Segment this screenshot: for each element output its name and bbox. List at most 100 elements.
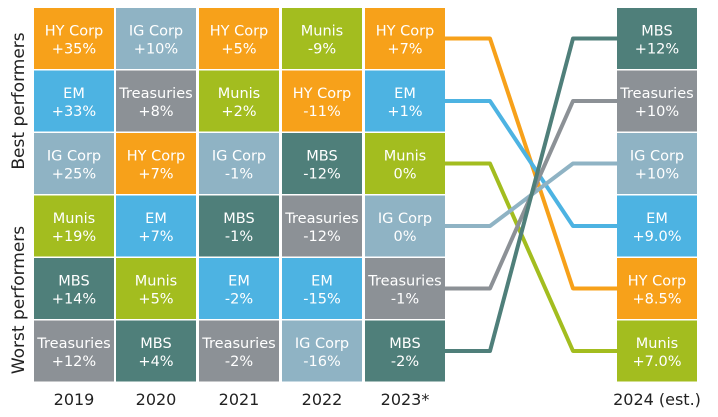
cell-2019-hy-corp-name: HY Corp <box>45 24 104 40</box>
cell-2019-munis-value: +19% <box>52 229 96 245</box>
cell-2023--munis-value: 0% <box>393 167 416 183</box>
cell-2020-em-value: +7% <box>138 229 173 245</box>
year-label-2023-: 2023* <box>381 390 430 409</box>
cell-2024-est--hy-corp-name: HY Corp <box>628 274 687 290</box>
cell-2021-mbs-name: MBS <box>223 211 254 227</box>
cell-2021-em-rect <box>199 258 279 319</box>
cell-2020-hy-corp-rect <box>116 133 196 194</box>
year-axis: 2019 2020 2021 2022 2023* 2024 (est.) <box>54 390 701 409</box>
cell-2020-treasuries-value: +8% <box>138 104 173 120</box>
best-performers-label: Best performers <box>9 32 29 169</box>
cell-2019-hy-corp-value: +35% <box>52 42 96 58</box>
cell-2022-treasuries-name: Treasuries <box>284 211 358 227</box>
cell-2023--hy-corp-rect <box>365 8 445 69</box>
cell-2020-ig-corp-rect <box>116 8 196 69</box>
cell-2019-em-name: EM <box>63 86 85 102</box>
cell-2021-ig-corp-rect <box>199 133 279 194</box>
cell-2019-treasuries-name: Treasuries <box>36 336 110 352</box>
cell-2022-mbs-rect <box>282 133 362 194</box>
cell-2021-munis-name: Munis <box>218 86 260 102</box>
cell-2020-em-name: EM <box>145 211 167 227</box>
cell-2023--hy-corp-value: +7% <box>387 42 422 58</box>
cell-2019-ig-corp-value: +25% <box>52 167 96 183</box>
year-label-2024-est-: 2024 (est.) <box>613 390 701 409</box>
cell-2019-mbs-rect <box>34 258 114 319</box>
cell-2021-em-value: -2% <box>225 292 253 308</box>
cell-2023--ig-corp-value: 0% <box>393 229 416 245</box>
cell-2024-est--mbs-rect <box>617 8 697 69</box>
cell-2021-em-name: EM <box>228 274 250 290</box>
cell-2024-est--hy-corp-rect <box>617 258 697 319</box>
cell-2024-est--mbs-name: MBS <box>641 24 672 40</box>
cell-2024-est--treasuries-value: +10% <box>635 104 679 120</box>
cell-2024-est--ig-corp-name: IG Corp <box>630 149 684 165</box>
cell-2023--ig-corp-rect <box>365 195 445 257</box>
cell-2022-munis-rect <box>282 8 362 69</box>
cell-2021-munis-rect <box>199 70 279 132</box>
cell-2022-em-name: EM <box>311 274 333 290</box>
cell-2024-est--ig-corp-value: +10% <box>635 167 679 183</box>
cell-2022-hy-corp-value: -11% <box>303 104 340 120</box>
cell-2019-hy-corp-rect <box>34 8 114 69</box>
cell-2019-munis-name: Munis <box>53 211 95 227</box>
year-label-2019: 2019 <box>54 390 95 409</box>
cell-2023--munis-rect <box>365 133 445 194</box>
cell-2020-treasuries-name: Treasuries <box>118 86 192 102</box>
cell-2021-hy-corp-value: +5% <box>221 42 256 58</box>
cell-2022-mbs-name: MBS <box>306 149 337 165</box>
cell-2021-treasuries-rect <box>199 320 279 382</box>
ranking-grid: HY Corp +35% EM +33% IG Corp +25% Munis +19% MBS… <box>34 8 697 382</box>
cell-2022-em-value: -15% <box>303 292 340 308</box>
year-label-2022: 2022 <box>302 390 343 409</box>
cell-2019-treasuries-rect <box>34 320 114 382</box>
cell-2024-est--em-rect <box>617 195 697 257</box>
worst-performers-label: Worst performers <box>9 226 29 374</box>
cell-2020-treasuries-rect <box>116 70 196 132</box>
cell-2023--mbs-name: MBS <box>389 336 420 352</box>
cell-2024-est--treasuries-name: Treasuries <box>619 86 693 102</box>
cell-2024-est--mbs-value: +12% <box>635 42 679 58</box>
year-label-2020: 2020 <box>136 390 177 409</box>
cell-2020-ig-corp-name: IG Corp <box>129 24 183 40</box>
cell-2021-ig-corp-name: IG Corp <box>212 149 266 165</box>
cell-2022-treasuries-rect <box>282 195 362 257</box>
cell-2023--em-rect <box>365 70 445 132</box>
cell-2024-est--ig-corp-rect <box>617 133 697 194</box>
cell-2024-est--hy-corp-value: +8.5% <box>633 292 682 308</box>
cell-2019-em-rect <box>34 70 114 132</box>
cell-2022-em-rect <box>282 258 362 319</box>
side-axis: Best performers Worst performers <box>9 32 29 374</box>
cell-2024-est--munis-value: +7.0% <box>633 354 682 370</box>
cell-2020-ig-corp-value: +10% <box>134 42 178 58</box>
cell-2021-mbs-value: -1% <box>225 229 253 245</box>
cell-2019-ig-corp-name: IG Corp <box>47 149 101 165</box>
connector-line-munis <box>445 161 617 353</box>
cell-2021-hy-corp-rect <box>199 8 279 69</box>
cell-2020-mbs-rect <box>116 320 196 382</box>
cell-2023--munis-name: Munis <box>384 149 426 165</box>
cell-2022-munis-value: -9% <box>308 42 336 58</box>
year-label-2021: 2021 <box>219 390 260 409</box>
cell-2021-munis-value: +2% <box>221 104 256 120</box>
connector-line-mbs <box>445 36 617 353</box>
cell-2024-est--munis-rect <box>617 320 697 382</box>
cell-2022-treasuries-value: -12% <box>303 229 340 245</box>
cell-2023--mbs-rect <box>365 320 445 382</box>
cell-2019-ig-corp-rect <box>34 133 114 194</box>
cell-2021-hy-corp-name: HY Corp <box>210 24 269 40</box>
cell-2021-treasuries-name: Treasuries <box>201 336 275 352</box>
cell-2020-hy-corp-name: HY Corp <box>127 149 186 165</box>
cell-2023--em-name: EM <box>394 86 416 102</box>
cell-2019-treasuries-value: +12% <box>52 354 96 370</box>
cell-2022-ig-corp-rect <box>282 320 362 382</box>
cell-2023--em-value: +1% <box>387 104 422 120</box>
cell-2023--mbs-value: -2% <box>391 354 419 370</box>
cell-2020-hy-corp-value: +7% <box>138 167 173 183</box>
cell-2020-munis-rect <box>116 258 196 319</box>
cell-2024-est--treasuries-rect <box>617 70 697 132</box>
cell-2020-mbs-name: MBS <box>140 336 171 352</box>
cell-2023--hy-corp-name: HY Corp <box>376 24 435 40</box>
cell-2023--ig-corp-name: IG Corp <box>378 211 432 227</box>
cell-2019-em-value: +33% <box>52 104 96 120</box>
cell-2024-est--munis-name: Munis <box>636 336 678 352</box>
